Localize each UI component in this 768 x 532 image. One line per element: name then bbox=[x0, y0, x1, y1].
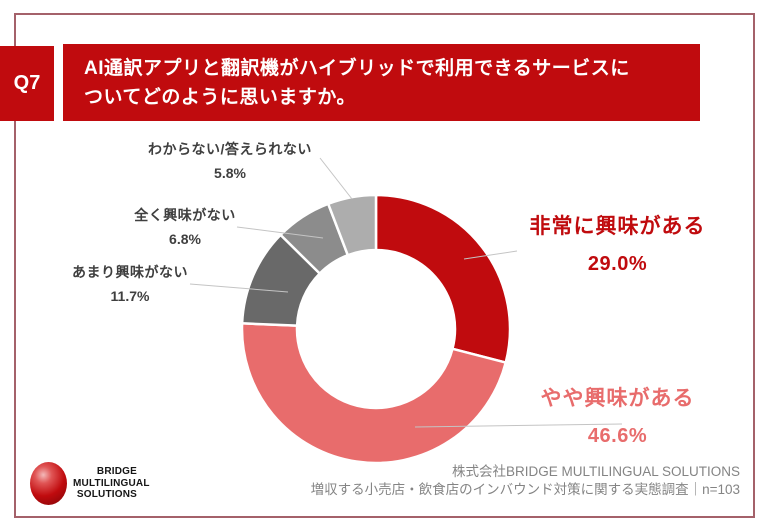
logo-line2: MULTILINGUAL bbox=[73, 477, 150, 489]
donut-segment-0 bbox=[374, 193, 512, 364]
callout-very-interested-value: 29.0% bbox=[587, 253, 648, 275]
leader-line-1 bbox=[414, 423, 623, 428]
donut-segment-1 bbox=[240, 322, 507, 465]
callout-very-interested-label: 非常に興味がある bbox=[529, 215, 706, 238]
question-number: Q7 bbox=[13, 72, 41, 94]
question-number-badge: Q7 bbox=[0, 46, 54, 121]
leader-line-3 bbox=[236, 226, 324, 239]
source-survey: 増収する小売店・飲食店のインバウンド対策に関する実態調査｜n=103 bbox=[310, 482, 740, 497]
logo-wordmark: BRIDGE MULTILINGUAL SOLUTIONS bbox=[73, 466, 150, 501]
leader-line-2 bbox=[189, 283, 289, 293]
leader-line-0 bbox=[463, 250, 518, 260]
callout-no-interest-at-all: 全く興味がない 6.8% bbox=[85, 207, 285, 247]
source-company: 株式会社BRIDGE MULTILINGUAL SOLUTIONS bbox=[451, 464, 740, 479]
callout-not-much-interest-value: 11.7% bbox=[110, 288, 150, 304]
question-text-line2: ついてどのように思いますか。 bbox=[84, 87, 357, 108]
question-banner: AI通訳アプリと翻訳機がハイブリッドで利用できるサービスに ついてどのように思い… bbox=[63, 44, 700, 121]
logo-line3: SOLUTIONS bbox=[76, 489, 137, 501]
logo-line1: BRIDGE bbox=[96, 466, 137, 478]
callout-somewhat-interested-value: 46.6% bbox=[587, 425, 648, 447]
callout-dont-know-value: 5.8% bbox=[214, 165, 246, 181]
question-text-line1: AI通訳アプリと翻訳機がハイブリッドで利用できるサービスに bbox=[84, 58, 630, 79]
logo-red-sphere-icon bbox=[30, 462, 67, 505]
callout-no-interest-at-all-label: 全く興味がない bbox=[134, 207, 236, 223]
callout-dont-know-label: わからない/答えられない bbox=[148, 141, 312, 157]
callout-somewhat-interested-label: やや興味がある bbox=[540, 387, 695, 410]
callout-no-interest-at-all-value: 6.8% bbox=[169, 231, 201, 247]
callout-somewhat-interested: やや興味がある 46.6% bbox=[505, 386, 730, 448]
callout-dont-know: わからない/答えられない 5.8% bbox=[110, 141, 350, 181]
slide-border-frame bbox=[14, 13, 755, 518]
callout-not-much-interest-label: あまり興味がない bbox=[72, 264, 188, 280]
callout-very-interested: 非常に興味がある 29.0% bbox=[505, 214, 730, 276]
company-logo: BRIDGE MULTILINGUAL SOLUTIONS bbox=[30, 462, 150, 505]
donut-segment-4 bbox=[326, 193, 378, 257]
callout-not-much-interest: あまり興味がない 11.7% bbox=[30, 264, 230, 304]
leader-line-4 bbox=[319, 157, 353, 200]
source-note: 株式会社BRIDGE MULTILINGUAL SOLUTIONS 増収する小売… bbox=[311, 463, 740, 499]
